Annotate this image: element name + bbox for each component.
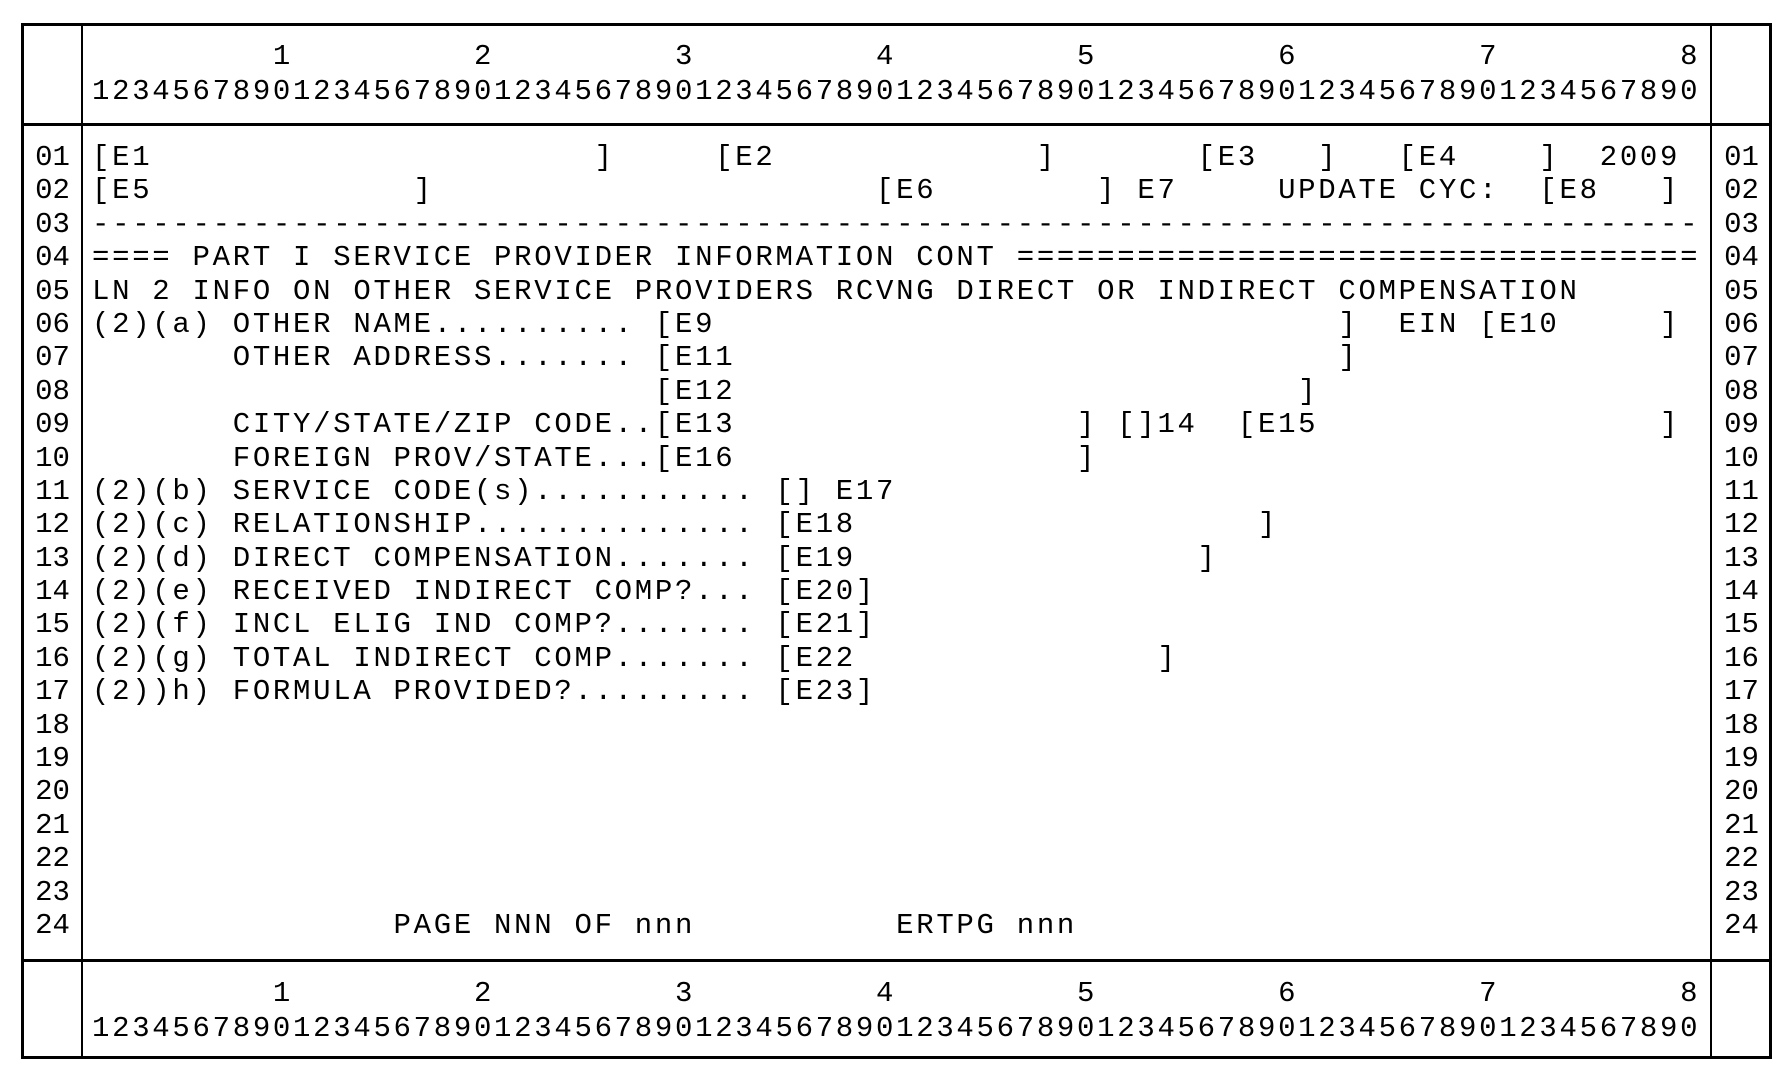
- screen-layout-frame: [21, 23, 1772, 1059]
- line-number: 08: [1724, 374, 1759, 408]
- line-number: 17: [35, 675, 70, 709]
- screen-row: (2)(g) TOTAL INDIRECT COMP....... [E22 ]: [92, 641, 1178, 675]
- bottom-ruler-units: 1234567890123456789012345678901234567890…: [92, 1012, 1701, 1045]
- line-number: 14: [1724, 575, 1759, 609]
- line-number: 23: [35, 875, 70, 909]
- line-number: 09: [35, 408, 70, 442]
- line-number: 17: [1724, 675, 1759, 709]
- line-number: 11: [35, 474, 70, 508]
- screen-row: [92, 809, 1700, 842]
- screen-row: CITY/STATE/ZIP CODE..[E13 ] []14 [E15 ]: [92, 408, 1681, 442]
- line-number: 01: [1724, 141, 1759, 174]
- bottom-ruler-tens: 1 2 3 4 5 6 7 8: [92, 977, 1701, 1010]
- line-number: 11: [1724, 474, 1759, 508]
- line-number: 15: [1724, 608, 1759, 642]
- top-ruler-units: 1234567890123456789012345678901234567890…: [92, 75, 1701, 108]
- line-number: 06: [35, 307, 70, 341]
- left-line-numbers: 01 02 03 04 05 06 07 08 09 10 11 12 13 14 15 16 17 18 19 20…: [22, 141, 83, 942]
- line-number: 03: [1724, 207, 1759, 241]
- screen-row: ----------------------------------------…: [92, 207, 1701, 241]
- line-number: 01: [35, 141, 70, 174]
- line-number: 24: [35, 908, 70, 942]
- line-number: 22: [35, 842, 70, 876]
- line-number: 18: [1724, 708, 1759, 742]
- line-number: 19: [35, 742, 70, 776]
- screen-row: [E12 ]: [92, 374, 1319, 408]
- line-number: 12: [1724, 508, 1759, 542]
- line-number: 19: [1724, 742, 1759, 776]
- screen-body: [E1 ] [E2 ] [E3 ] [E4 ] 2009 [E5 ] [E6 ] …: [92, 141, 1700, 942]
- screen-row: OTHER ADDRESS....... [E11 ]: [92, 341, 1359, 375]
- line-number: 21: [1724, 808, 1759, 842]
- screen-row: [92, 742, 1700, 775]
- line-number: 18: [35, 708, 70, 742]
- screen-row: [92, 842, 1700, 875]
- line-number: 13: [1724, 541, 1759, 575]
- line-number: 16: [35, 641, 70, 675]
- screen-row: [92, 709, 1700, 742]
- screen-row: (2)(e) RECEIVED INDIRECT COMP?... [E20]: [92, 575, 877, 609]
- line-number: 10: [1724, 441, 1759, 475]
- screen-row: ==== PART I SERVICE PROVIDER INFORMATION…: [92, 241, 1701, 275]
- screen-row: (2)(d) DIRECT COMPENSATION....... [E19 ]: [92, 541, 1218, 575]
- line-number: 02: [1724, 174, 1759, 208]
- screen-row: (2)(a) OTHER NAME.......... [E9 ] EIN [E…: [92, 307, 1681, 341]
- screen-row: (2)(f) INCL ELIG IND COMP?....... [E21]: [92, 608, 877, 642]
- line-number: 10: [35, 441, 70, 475]
- right-line-numbers: 01 02 03 04 05 06 07 08 09 10 11 12 13 14 15 16 17 18 19 20…: [1711, 141, 1772, 942]
- screen-row: [E1 ] [E2 ] [E3 ] [E4 ] 2009: [92, 141, 1681, 174]
- line-number: 07: [35, 341, 70, 375]
- line-number: 08: [35, 374, 70, 408]
- header-divider: [21, 123, 1772, 126]
- screen-row: [92, 876, 1700, 909]
- top-ruler-tens: 1 2 3 4 5 6 7 8: [92, 40, 1701, 73]
- screen-row: (2)(c) RELATIONSHIP.............. [E18 ]: [92, 508, 1279, 542]
- footer-divider: [21, 959, 1772, 962]
- line-number: 21: [35, 808, 70, 842]
- screen-row: (2)(b) SERVICE CODE(s)........... [] E17: [92, 474, 897, 508]
- line-number: 04: [35, 241, 70, 275]
- line-number: 04: [1724, 241, 1759, 275]
- line-number: 09: [1724, 408, 1759, 442]
- screen-row: (2))h) FORMULA PROVIDED?......... [E23]: [92, 675, 877, 709]
- line-number: 07: [1724, 341, 1759, 375]
- line-number: 05: [35, 274, 70, 308]
- line-number: 22: [1724, 842, 1759, 876]
- line-number: 16: [1724, 641, 1759, 675]
- screen-row: PAGE NNN OF nnn ERTPG nnn: [92, 908, 1078, 942]
- line-number: 15: [35, 608, 70, 642]
- line-number: 06: [1724, 307, 1759, 341]
- line-number: 23: [1724, 875, 1759, 909]
- line-number: 03: [35, 207, 70, 241]
- line-number: 14: [35, 575, 70, 609]
- line-number: 13: [35, 541, 70, 575]
- line-number: 20: [35, 775, 70, 809]
- line-number: 20: [1724, 775, 1759, 809]
- line-number: 24: [1724, 908, 1759, 942]
- line-number: 12: [35, 508, 70, 542]
- screen-row: [92, 775, 1700, 808]
- line-number: 05: [1724, 274, 1759, 308]
- line-number: 02: [35, 174, 70, 208]
- screen-row: LN 2 INFO ON OTHER SERVICE PROVIDERS RCV…: [92, 274, 1580, 308]
- left-column-divider: [81, 23, 83, 1059]
- screen-row: FOREIGN PROV/STATE...[E16 ]: [92, 441, 1098, 475]
- right-column-divider: [1710, 23, 1712, 1059]
- screen-row: [E5 ] [E6 ] E7 UPDATE CYC: [E8 ]: [92, 174, 1681, 208]
